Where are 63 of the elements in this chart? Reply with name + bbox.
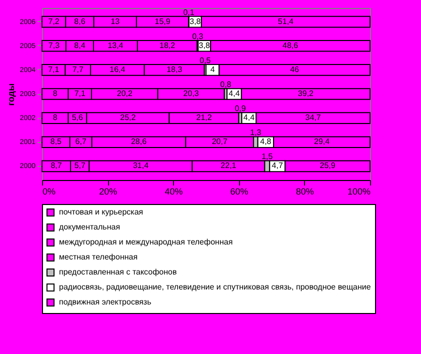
data-label: 7,2 xyxy=(48,16,60,26)
data-label: 8 xyxy=(52,113,58,122)
legend-label: междугородная и международная телефонная xyxy=(59,238,233,246)
data-label: 4 xyxy=(210,64,216,74)
x-tick-label: 100% xyxy=(347,186,370,196)
data-label: 4,8 xyxy=(260,137,272,146)
data-label: 4,4 xyxy=(228,89,240,98)
x-tick-label: 60% xyxy=(230,186,248,196)
data-label: 4,4 xyxy=(243,113,256,122)
data-label: 29,4 xyxy=(314,137,330,146)
data-label: 25,2 xyxy=(120,113,136,122)
data-label: 8 xyxy=(52,89,58,98)
data-label: 15,9 xyxy=(154,16,171,26)
data-label: 1,5 xyxy=(262,152,274,162)
data-label: 0,9 xyxy=(234,104,246,114)
data-label: 31,4 xyxy=(132,161,150,170)
data-label: 4,7 xyxy=(272,161,284,170)
data-label: 20,2 xyxy=(116,89,133,98)
data-label: 18,2 xyxy=(160,40,176,50)
x-tick-label: 80% xyxy=(296,186,314,196)
x-tick-label: 40% xyxy=(164,186,183,196)
legend-label: подвижная электросвязь xyxy=(59,298,152,306)
data-label: 0,3 xyxy=(192,32,204,41)
data-label: 5,6 xyxy=(72,113,84,122)
data-label: 51,4 xyxy=(278,16,294,26)
data-label: 34,7 xyxy=(305,113,322,122)
data-label: 5,7 xyxy=(74,161,86,170)
data-label: 0,8 xyxy=(220,80,232,89)
data-label: 6,7 xyxy=(75,137,87,146)
data-label: 8,5 xyxy=(50,137,62,146)
legend-label: радиосвязь, радиовещание, телевидение и спутниковая связь, проводное вещание xyxy=(59,282,372,292)
legend-label: местная телефонная xyxy=(59,252,138,262)
data-label: 7,7 xyxy=(72,64,84,74)
data-label: 16,4 xyxy=(110,64,126,74)
legend-label: документальная xyxy=(59,222,120,232)
data-label: 20,7 xyxy=(212,137,228,146)
data-label: 13,4 xyxy=(108,40,124,50)
data-label: 8,7 xyxy=(50,161,62,170)
data-label: 21,2 xyxy=(196,113,212,122)
data-label: 39,2 xyxy=(298,89,314,98)
legend-label: почтовая и курьерская xyxy=(59,208,144,216)
data-label: 0,1 xyxy=(183,8,195,17)
data-label: 3,8 xyxy=(190,16,202,26)
data-label: 46 xyxy=(290,64,300,74)
legend-label: предоставленная с таксофонов xyxy=(59,268,177,276)
data-label: 13 xyxy=(110,16,120,26)
data-label: 48,6 xyxy=(282,40,299,50)
data-label: 0,5 xyxy=(200,56,212,65)
x-tick-label: 20% xyxy=(99,186,118,196)
y-axis-title: годы xyxy=(6,82,16,106)
data-label: 7,1 xyxy=(74,89,86,98)
data-label: 8,6 xyxy=(74,16,86,26)
data-label: 25,9 xyxy=(320,161,336,170)
data-label: 7,1 xyxy=(48,64,60,74)
x-tick-label: 0% xyxy=(42,186,56,196)
data-label: 1,3 xyxy=(250,128,262,138)
data-label: 7,3 xyxy=(48,40,60,50)
data-label: 8,4 xyxy=(74,40,86,50)
data-label: 20,3 xyxy=(183,89,200,98)
data-label: 3,8 xyxy=(198,40,210,50)
data-label: 22,1 xyxy=(220,161,237,170)
data-label: 18,3 xyxy=(166,64,183,74)
data-label: 28,6 xyxy=(130,137,148,146)
